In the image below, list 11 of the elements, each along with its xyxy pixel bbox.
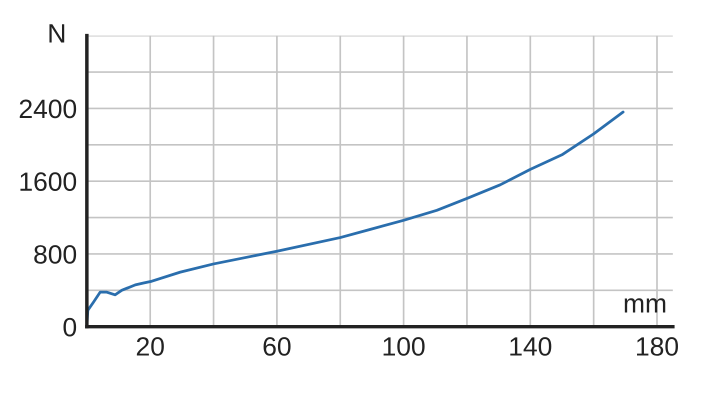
y-tick-label: 800 <box>34 245 76 264</box>
x-axis-title: mm <box>624 298 666 312</box>
y-tick-label: 1600 <box>20 172 76 191</box>
y-tick-label: 2400 <box>20 100 76 118</box>
x-tick-label: 140 <box>510 337 552 356</box>
y-tick-label: 0 <box>64 318 76 337</box>
x-tick-label: 180 <box>637 337 678 356</box>
y-axis-title: N <box>49 24 64 42</box>
x-tick-label: 100 <box>384 337 425 356</box>
x-tick-label: 60 <box>264 337 291 356</box>
x-tick-label: 20 <box>136 337 164 356</box>
